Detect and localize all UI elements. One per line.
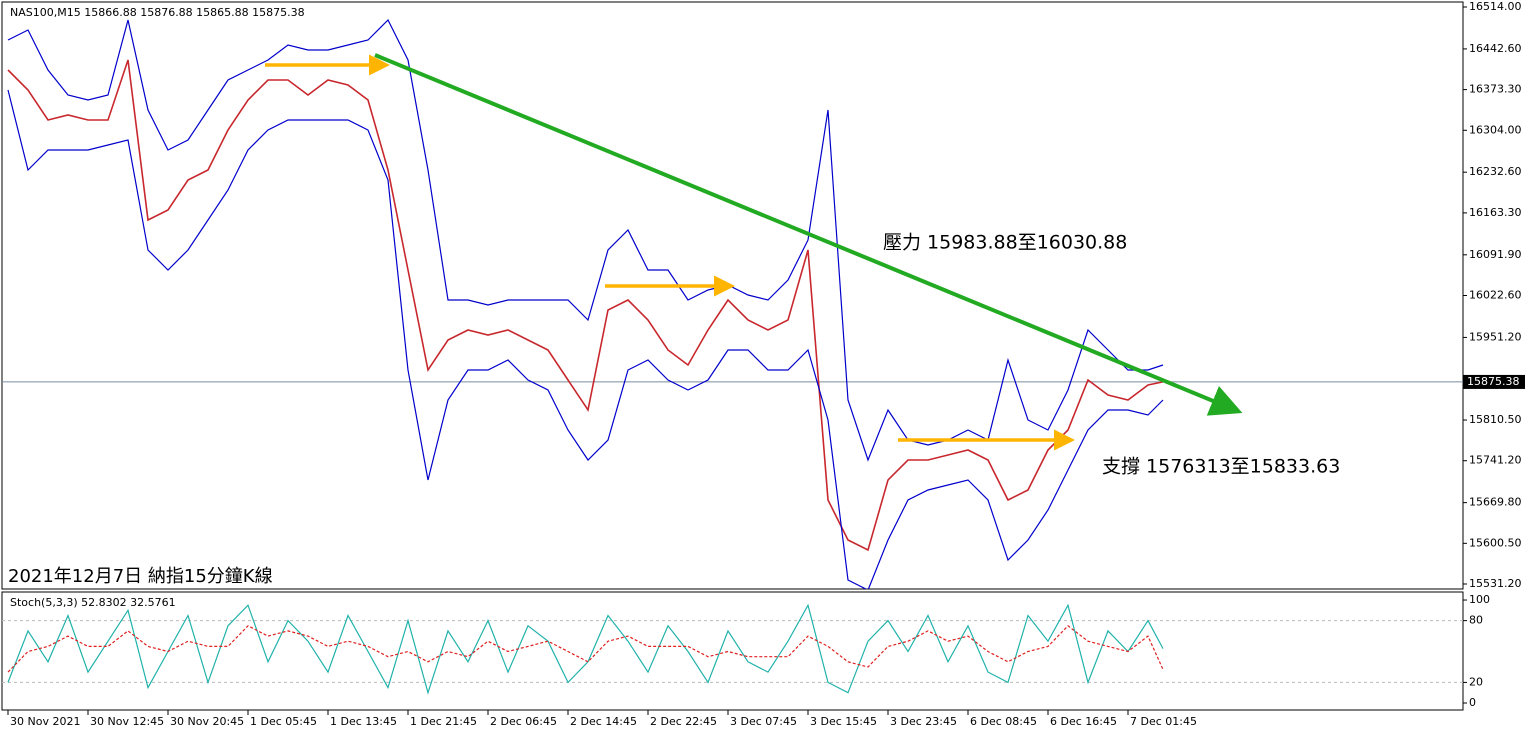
y-tick-label: 15669.80 (1469, 496, 1522, 509)
series-line (7, 18, 1164, 462)
y-tick-label: 16232.60 (1469, 165, 1522, 178)
stoch-panel: 0 20 80 100 Stoch(5,3,3) 52.8302 32.5761 (2, 593, 1490, 709)
y-tick-label: 16163.30 (1469, 206, 1522, 219)
x-tick-label: 30 Nov 20:45 (170, 715, 244, 728)
y-tick-label: 16442.60 (1469, 42, 1522, 55)
y-tick-label: 16091.90 (1469, 248, 1522, 261)
y-tick-label: 15600.50 (1469, 536, 1522, 549)
x-tick-label: 30 Nov 2021 (10, 715, 80, 728)
y-tick-label: 80 (1469, 614, 1483, 627)
sub-frame (1, 591, 1464, 711)
x-tick-label: 1 Dec 13:45 (330, 715, 397, 728)
y-tick-label: 15741.20 (1469, 454, 1522, 467)
annotation: 2021年12月7日 納指15分鐘K線 (8, 566, 273, 587)
x-tick-label: 3 Dec 15:45 (810, 715, 877, 728)
y-tick-label: 100 (1469, 593, 1490, 606)
chart-title: Stoch(5,3,3) 52.8302 32.5761 (10, 596, 176, 609)
y-tick-label: 20 (1469, 675, 1483, 688)
series-group (7, 603, 1164, 695)
last-price-label: 15875.38 (1467, 375, 1520, 388)
x-tick-label: 6 Dec 16:45 (1050, 715, 1117, 728)
annotation: 壓力 15983.88至16030.88 (883, 232, 1127, 254)
x-tick-label: 3 Dec 07:45 (730, 715, 797, 728)
y-tick-label: 16304.00 (1469, 123, 1522, 136)
series-line (7, 603, 1164, 695)
annotation: 支撐 1576313至15833.63 (1102, 456, 1340, 478)
y-tick-label: 16373.30 (1469, 83, 1522, 96)
x-tick-label: 6 Dec 08:45 (970, 715, 1037, 728)
x-tick-label: 2 Dec 14:45 (570, 715, 637, 728)
x-tick-label: 30 Nov 12:45 (90, 715, 164, 728)
x-tick-label: 2 Dec 22:45 (650, 715, 717, 728)
main-panel: 15531.20 15600.50 15669.80 15741.20 15810.50… (2, 0, 1525, 590)
series-group (7, 18, 1243, 589)
series-line (7, 624, 1164, 673)
x-tick-label: 3 Dec 23:45 (890, 715, 957, 728)
trendline (374, 53, 1243, 416)
y-tick-label: 16514.00 (1469, 0, 1522, 13)
y-tick-label: 15951.20 (1469, 330, 1522, 343)
series-line (7, 89, 1164, 589)
y-tick-label: 15810.50 (1469, 413, 1522, 426)
y-tick-label: 16022.60 (1469, 289, 1522, 302)
x-tick-label: 1 Dec 05:45 (250, 715, 317, 728)
y-tick-label: 0 (1469, 696, 1476, 709)
x-tick-label: 2 Dec 06:45 (490, 715, 557, 728)
x-tick-label: 7 Dec 01:45 (1130, 715, 1197, 728)
series-line (7, 59, 1164, 552)
chart-title: NAS100,M15 15866.88 15876.88 15865.88 15… (10, 6, 305, 19)
y-tick-label: 15531.20 (1469, 577, 1522, 590)
x-tick-label: 1 Dec 21:45 (410, 715, 477, 728)
last-price-box (1463, 374, 1525, 389)
